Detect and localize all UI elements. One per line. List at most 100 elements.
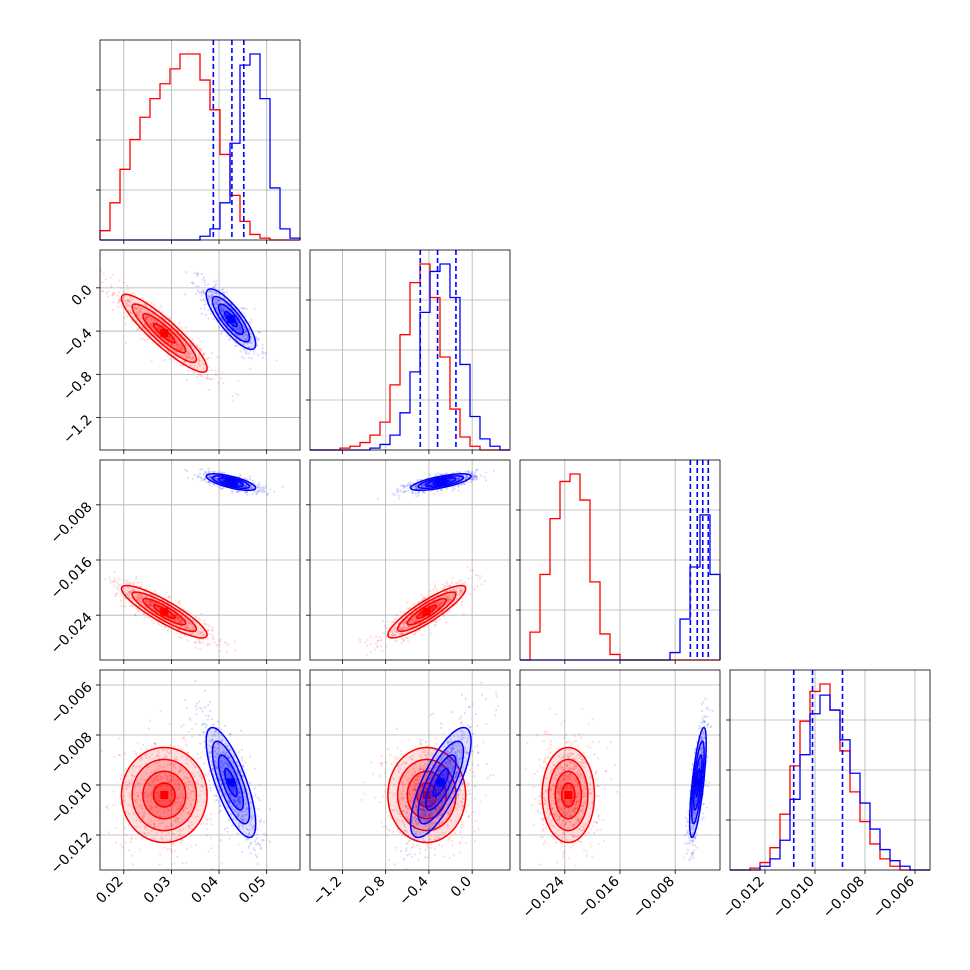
red-point bbox=[168, 779, 171, 782]
blue-point bbox=[245, 307, 248, 311]
red-contour bbox=[120, 293, 208, 373]
blue-point bbox=[208, 769, 211, 773]
blue-point bbox=[472, 477, 476, 480]
blue-point bbox=[252, 486, 255, 489]
red-point bbox=[174, 613, 178, 616]
blue-point bbox=[245, 490, 249, 493]
red-point bbox=[198, 346, 201, 349]
red-point bbox=[170, 824, 173, 827]
blue-point bbox=[472, 476, 475, 479]
blue-point bbox=[186, 476, 189, 479]
blue-point bbox=[241, 818, 244, 821]
red-point bbox=[438, 601, 441, 605]
blue-point bbox=[264, 485, 267, 488]
red-point bbox=[128, 590, 131, 593]
blue-point bbox=[415, 495, 418, 498]
blue-point bbox=[485, 479, 488, 482]
blue-point bbox=[246, 334, 249, 337]
red-point bbox=[211, 636, 215, 639]
red-point bbox=[129, 587, 133, 590]
red-point bbox=[178, 601, 181, 605]
red-point bbox=[175, 347, 178, 350]
red-contour bbox=[131, 758, 198, 832]
red-point bbox=[154, 806, 157, 809]
red-point bbox=[179, 841, 182, 844]
red-point bbox=[145, 754, 148, 757]
red-point bbox=[407, 625, 411, 628]
red-point bbox=[124, 768, 127, 771]
red-point bbox=[185, 378, 188, 381]
red-point bbox=[446, 598, 450, 602]
red-point bbox=[173, 837, 176, 840]
red-point bbox=[125, 784, 129, 788]
blue-point bbox=[237, 800, 241, 803]
blue-point bbox=[215, 279, 218, 282]
blue-point bbox=[214, 477, 218, 480]
red-point bbox=[137, 786, 141, 789]
blue-point bbox=[413, 485, 416, 489]
red-point bbox=[209, 378, 212, 381]
red-point bbox=[212, 638, 215, 641]
red-point bbox=[417, 600, 420, 604]
red-point bbox=[157, 750, 160, 753]
red-point bbox=[145, 595, 148, 598]
blue-point bbox=[232, 326, 235, 329]
blue-point bbox=[203, 299, 206, 302]
red-point bbox=[458, 593, 461, 596]
blue-point bbox=[222, 478, 225, 481]
blue-point bbox=[185, 469, 189, 473]
red-point bbox=[125, 302, 128, 305]
blue-point bbox=[473, 475, 477, 478]
blue-point bbox=[457, 477, 461, 481]
blue-point bbox=[238, 334, 241, 337]
red-point bbox=[125, 811, 128, 814]
blue-point bbox=[419, 478, 423, 481]
red-point bbox=[144, 600, 147, 603]
blue-point bbox=[416, 479, 419, 482]
blue-point bbox=[204, 284, 207, 287]
red-point bbox=[155, 791, 158, 795]
red-point bbox=[187, 350, 190, 353]
red-point bbox=[176, 807, 179, 810]
blue-point bbox=[247, 328, 251, 331]
blue-point bbox=[216, 309, 219, 312]
red-point bbox=[173, 758, 176, 761]
red-point bbox=[122, 800, 125, 803]
red-point bbox=[139, 747, 143, 750]
red-point bbox=[140, 601, 143, 604]
blue-point bbox=[227, 338, 231, 341]
red-point bbox=[150, 301, 153, 304]
red-point bbox=[177, 816, 180, 820]
red-point bbox=[420, 614, 423, 617]
red-point bbox=[431, 607, 434, 610]
blue-point bbox=[237, 326, 240, 329]
blue-point bbox=[211, 767, 214, 770]
blue-point bbox=[257, 489, 260, 492]
red-point bbox=[118, 578, 121, 581]
red-point bbox=[145, 318, 148, 321]
red-point bbox=[115, 586, 118, 589]
red-point bbox=[191, 626, 194, 629]
red-point bbox=[203, 800, 206, 803]
blue-point bbox=[221, 309, 224, 312]
blue-point bbox=[215, 477, 219, 480]
red-point bbox=[139, 597, 142, 601]
red-point bbox=[140, 594, 143, 597]
red-point bbox=[441, 601, 444, 605]
red-point bbox=[129, 590, 133, 593]
blue-point bbox=[453, 487, 456, 491]
red-point bbox=[166, 848, 169, 851]
red-point bbox=[151, 806, 154, 809]
red-point bbox=[157, 810, 160, 814]
red-point bbox=[139, 600, 142, 603]
red-point bbox=[456, 602, 459, 605]
blue-point bbox=[241, 355, 244, 359]
blue-point bbox=[196, 474, 199, 477]
red-point bbox=[446, 585, 449, 588]
red-point bbox=[184, 782, 187, 785]
blue-point bbox=[476, 468, 479, 471]
red-point bbox=[158, 863, 161, 867]
blue-point bbox=[200, 298, 203, 302]
red-point bbox=[104, 805, 108, 809]
red-point bbox=[160, 777, 164, 780]
